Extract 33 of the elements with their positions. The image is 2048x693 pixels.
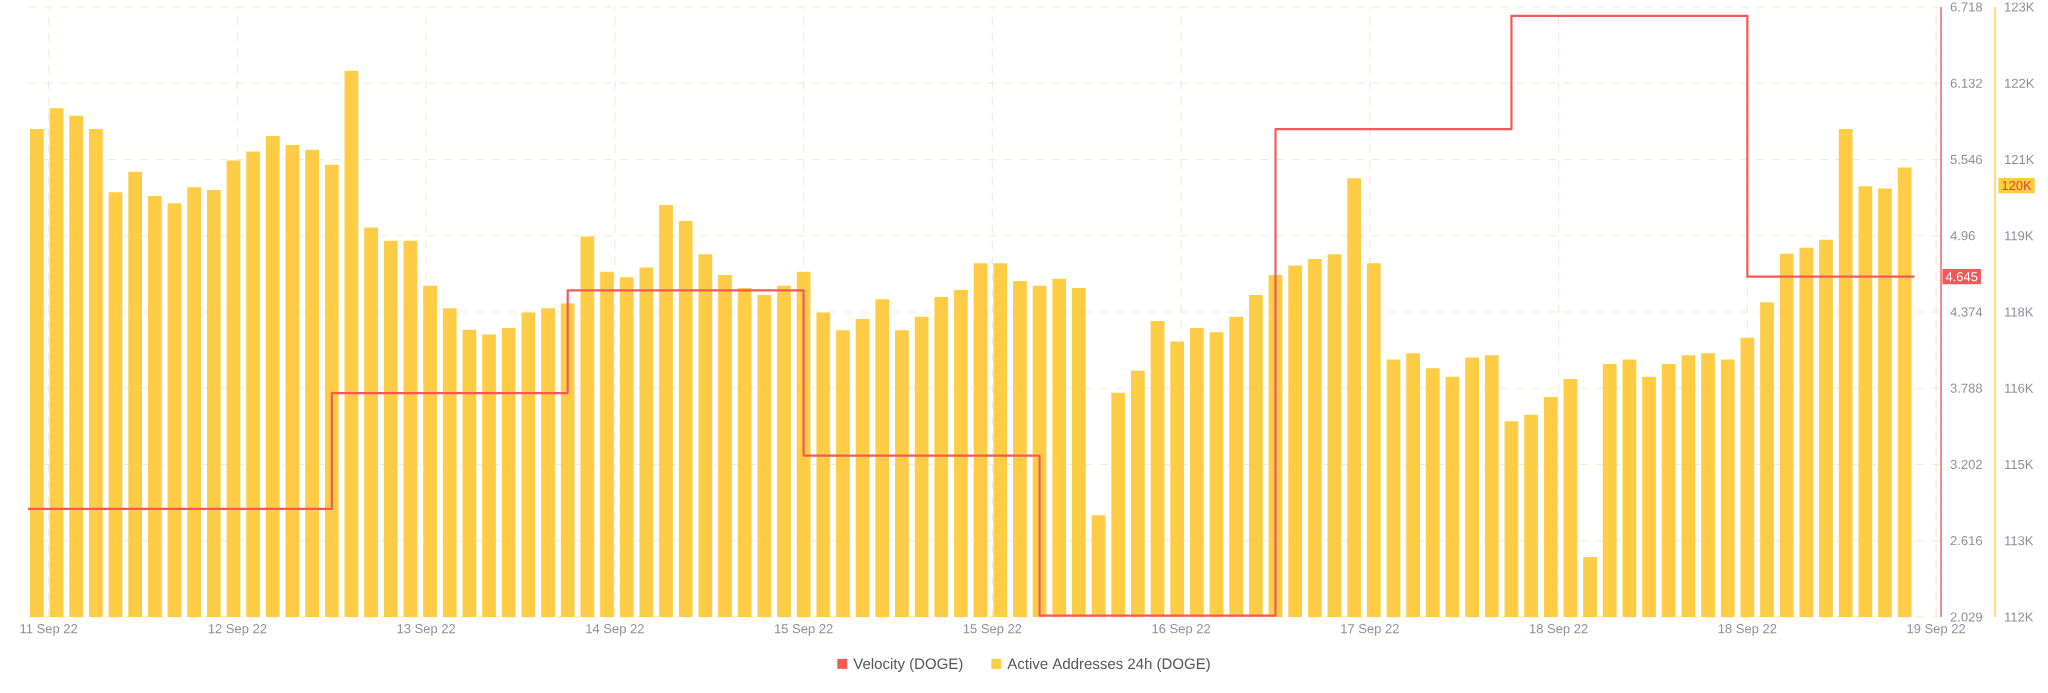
x-tick-label: 15 Sep 22 [963,624,1022,636]
y2-tick-label: 122K [2005,78,2035,88]
x-tick-label: 18 Sep 22 [1718,624,1777,636]
x-tick-label: 19 Sep 22 [1907,624,1966,636]
text: 4.645 [1945,272,1978,282]
y2-tick-label: 123K [2005,2,2035,12]
y-tick-label: 3.788 [1950,383,1983,393]
y-tick-label: 5.546 [1950,154,1983,165]
y-tick-label: 2.029 [1950,612,1982,622]
y2-tick-label: 121K [2005,154,2035,165]
x-tick-label: 12 Sep 22 [208,624,267,636]
y2-tick-label: 119K [2005,231,2034,241]
y-tick-label: 4.374 [1950,307,1983,317]
legend-label: Velocity (DOGE) [853,658,963,672]
x-tick-label: 17 Sep 22 [1341,624,1399,636]
y2-tick-label: 115K [2005,459,2034,470]
x-tick-label: 15 Sep 22 [775,624,833,636]
y2-tick-label: 116K [2005,383,2034,393]
legend-label: Active Addresses 24h (DOGE) [1007,658,1210,672]
y-tick-label: 6.718 [1950,2,1983,12]
x-tick-label: 18 Sep 22 [1529,624,1588,636]
y-tick-label: 3.202 [1950,459,1982,470]
y2-tick-label: 112K [2005,612,2034,622]
x-tick-label: 16 Sep 22 [1152,624,1211,636]
y2-tick-label: 118K [2005,307,2034,317]
y2-tick-label: 113K [2005,536,2034,546]
y-tick-label: 6.132 [1950,78,1982,88]
y-tick-label: 2.616 [1950,536,1983,546]
x-tick-label: 11 Sep 22 [20,624,78,636]
text: 120K [2002,180,2032,191]
x-tick-label: 13 Sep 22 [397,624,456,636]
y-tick-label: 4.96 [1950,231,1975,241]
x-tick-label: 14 Sep 22 [586,624,644,636]
